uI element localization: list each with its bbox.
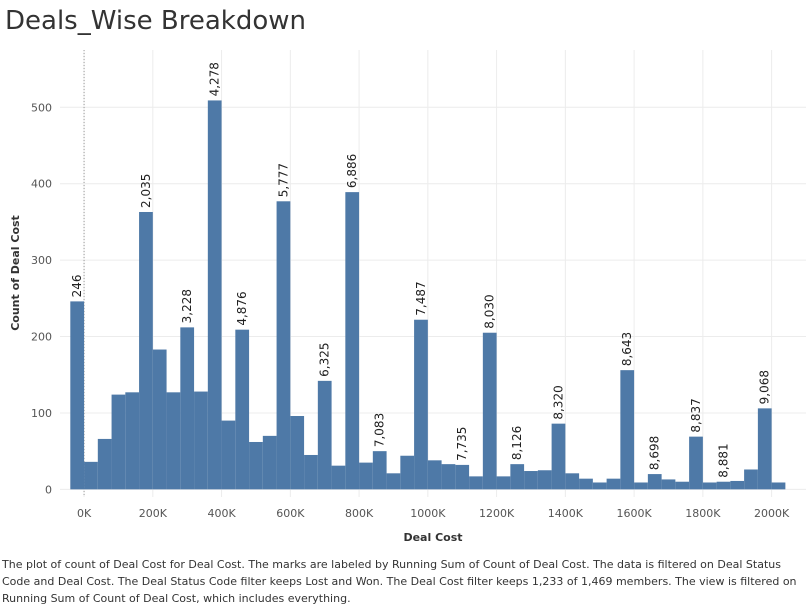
bar bbox=[166, 392, 181, 490]
bar bbox=[537, 470, 552, 490]
y-tick-label: 100 bbox=[31, 407, 52, 420]
y-tick-label: 0 bbox=[45, 483, 52, 496]
bar bbox=[221, 420, 236, 490]
chart-caption: The plot of count of Deal Cost for Deal … bbox=[2, 558, 797, 605]
deal-cost-bar-chart: 246 2,035 3,228 4,278 4,876 5,777 6,325 6,886 7,… bbox=[9, 50, 806, 544]
bar bbox=[359, 462, 373, 490]
bar bbox=[730, 480, 745, 490]
bar bbox=[427, 460, 442, 490]
x-tick-label: 1400K bbox=[548, 507, 584, 520]
bar-label: 3,228 bbox=[180, 289, 194, 323]
bar-label: 8,126 bbox=[510, 426, 524, 460]
bar bbox=[290, 416, 305, 490]
bar-label: 9,068 bbox=[758, 370, 772, 404]
bar-label: 7,487 bbox=[414, 281, 428, 315]
bar bbox=[592, 482, 607, 490]
bar bbox=[634, 482, 648, 490]
x-axis-ticks: 0K 200K 400K 600K 800K 1000K 1200K 1400K 1600K 18… bbox=[77, 507, 790, 520]
x-tick-label: 0K bbox=[77, 507, 92, 520]
bar bbox=[565, 473, 580, 490]
x-tick-label: 1800K bbox=[685, 507, 721, 520]
bar-label: 7,083 bbox=[373, 413, 387, 447]
bar bbox=[496, 476, 511, 490]
x-tick-label: 800K bbox=[345, 507, 374, 520]
x-tick-label: 600K bbox=[276, 507, 305, 520]
y-tick-label: 200 bbox=[31, 331, 52, 344]
bar bbox=[152, 349, 167, 490]
bar bbox=[771, 482, 786, 490]
bar bbox=[262, 435, 277, 490]
bar bbox=[455, 464, 470, 490]
bars bbox=[70, 100, 786, 490]
bar-labels: 246 2,035 3,228 4,278 4,876 5,777 6,325 6,886 7,… bbox=[70, 62, 772, 478]
bar bbox=[97, 438, 112, 490]
bar bbox=[757, 408, 772, 490]
bar bbox=[125, 392, 140, 490]
x-tick-label: 400K bbox=[207, 507, 236, 520]
bar bbox=[372, 451, 387, 490]
bar bbox=[606, 478, 621, 490]
x-axis-title: Deal Cost bbox=[403, 531, 462, 544]
bar bbox=[661, 479, 676, 490]
bar-label: 7,735 bbox=[455, 427, 469, 461]
y-tick-label: 300 bbox=[31, 254, 52, 267]
bar-label: 8,698 bbox=[648, 436, 662, 470]
bar-label: 6,325 bbox=[318, 342, 332, 376]
bar-label: 246 bbox=[70, 274, 84, 297]
y-tick-label: 500 bbox=[31, 101, 52, 114]
bar-label: 6,886 bbox=[345, 154, 359, 188]
y-axis-ticks: 0 100 200 300 400 500 bbox=[31, 101, 52, 496]
bar bbox=[524, 471, 538, 490]
x-tick-label: 200K bbox=[139, 507, 168, 520]
bar bbox=[249, 441, 263, 490]
bar bbox=[702, 482, 717, 490]
bar bbox=[207, 100, 222, 490]
bar bbox=[675, 481, 690, 490]
bar bbox=[482, 332, 497, 490]
bar-label: 8,320 bbox=[551, 385, 565, 419]
chart-title: Deals_Wise Breakdown bbox=[5, 6, 306, 36]
bar-label: 4,876 bbox=[235, 291, 249, 325]
bar bbox=[331, 465, 346, 490]
bar-label: 8,837 bbox=[689, 398, 703, 432]
bar bbox=[414, 319, 428, 490]
bar bbox=[469, 476, 483, 490]
bar-label: 2,035 bbox=[139, 174, 153, 208]
x-tick-label: 1600K bbox=[617, 507, 653, 520]
bar bbox=[744, 469, 758, 490]
bar bbox=[180, 327, 195, 490]
bar bbox=[716, 481, 731, 490]
bar bbox=[235, 329, 250, 490]
y-tick-label: 400 bbox=[31, 178, 52, 191]
x-tick-label: 1200K bbox=[479, 507, 515, 520]
bar bbox=[276, 201, 291, 490]
bar-label: 8,030 bbox=[483, 294, 497, 328]
bar bbox=[647, 474, 662, 490]
bar-label: 4,278 bbox=[208, 62, 222, 96]
bar-label: 8,881 bbox=[716, 443, 730, 477]
y-axis-title: Count of Deal Cost bbox=[9, 215, 22, 331]
x-tick-label: 2000K bbox=[754, 507, 790, 520]
bar bbox=[689, 436, 703, 490]
bar bbox=[84, 461, 98, 490]
bar bbox=[70, 301, 85, 490]
bar bbox=[139, 211, 153, 490]
bar bbox=[551, 423, 566, 490]
bar bbox=[579, 478, 593, 490]
bar bbox=[345, 192, 360, 490]
bar-label: 5,777 bbox=[276, 163, 290, 197]
bar bbox=[441, 464, 456, 490]
bar bbox=[304, 454, 318, 490]
bar-label: 8,643 bbox=[620, 332, 634, 366]
bar bbox=[111, 394, 126, 490]
bar bbox=[400, 455, 415, 490]
bar bbox=[620, 370, 635, 490]
bar bbox=[386, 473, 401, 490]
bar bbox=[317, 380, 332, 490]
bar bbox=[510, 464, 525, 490]
bar bbox=[194, 391, 208, 490]
x-tick-label: 1000K bbox=[410, 507, 446, 520]
